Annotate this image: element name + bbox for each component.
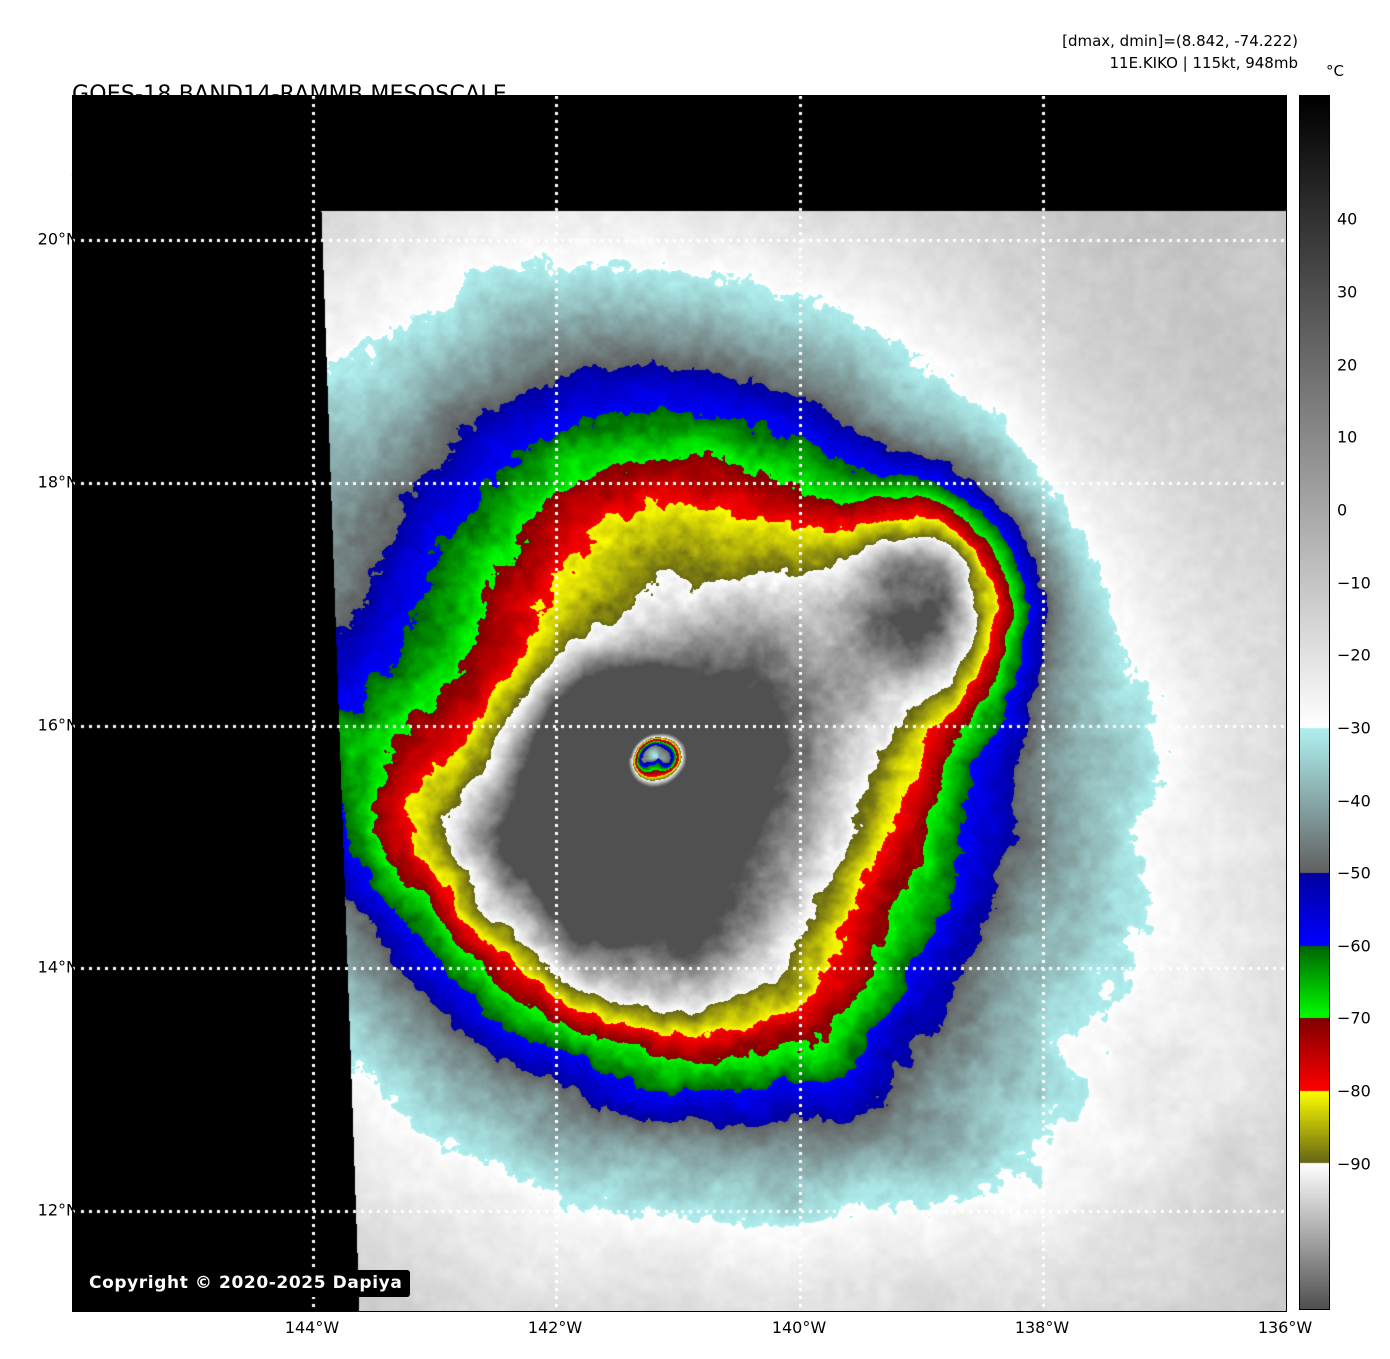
- colorbar-tick-label: −30: [1337, 718, 1371, 738]
- lon-tick-label: 142°W: [527, 1318, 583, 1337]
- copyright-watermark: Copyright © 2020-2025 Dapiya: [81, 1270, 411, 1297]
- colorbar-unit-label: °C: [1326, 62, 1344, 80]
- metadata-block: [dmax, dmin]=(8.842, -74.222) 11E.KIKO |…: [1062, 30, 1298, 74]
- colorbar-tick-label: −10: [1337, 573, 1371, 593]
- colorbar-tick-label: 10: [1337, 427, 1358, 447]
- colorbar-tick-label: 0: [1337, 500, 1348, 520]
- colorbar-tick-label: −60: [1337, 936, 1371, 956]
- lon-tick-label: 144°W: [284, 1318, 340, 1337]
- colorbar-tick-label: −40: [1337, 791, 1371, 811]
- storm-info-label: 11E.KIKO | 115kt, 948mb: [1109, 54, 1298, 72]
- colorbar-tick-label: −20: [1337, 645, 1371, 665]
- dminmax-label: [dmax, dmin]=(8.842, -74.222): [1062, 32, 1298, 50]
- temperature-colorbar: [1299, 95, 1330, 1310]
- lat-tick-label: 12°N: [37, 1200, 78, 1220]
- colorbar-tick-label: −70: [1337, 1008, 1371, 1028]
- product-title: GOES-18 BAND14-RAMMB MESOSCALE: [72, 80, 507, 110]
- lat-tick-label: 16°N: [37, 715, 78, 735]
- lon-tick-label: 136°W: [1257, 1318, 1313, 1337]
- colorbar-tick-label: 30: [1337, 282, 1358, 302]
- lat-tick-label: 18°N: [37, 472, 78, 492]
- lat-tick-label: 14°N: [37, 957, 78, 977]
- lat-tick-label: 20°N: [37, 229, 78, 249]
- colorbar-tick-label: −50: [1337, 863, 1371, 883]
- lat-lon-gridlines: [73, 96, 1286, 1311]
- lon-tick-label: 138°W: [1014, 1318, 1070, 1337]
- colorbar-tick-label: 20: [1337, 355, 1358, 375]
- colorbar-tick-label: 40: [1337, 209, 1358, 229]
- lon-tick-label: 140°W: [771, 1318, 827, 1337]
- colorbar-tick-label: −90: [1337, 1154, 1371, 1174]
- colorbar-tick-label: −80: [1337, 1081, 1371, 1101]
- satellite-image-plot: Copyright © 2020-2025 Dapiya: [72, 95, 1287, 1312]
- colorbar-gradient: [1300, 96, 1329, 1309]
